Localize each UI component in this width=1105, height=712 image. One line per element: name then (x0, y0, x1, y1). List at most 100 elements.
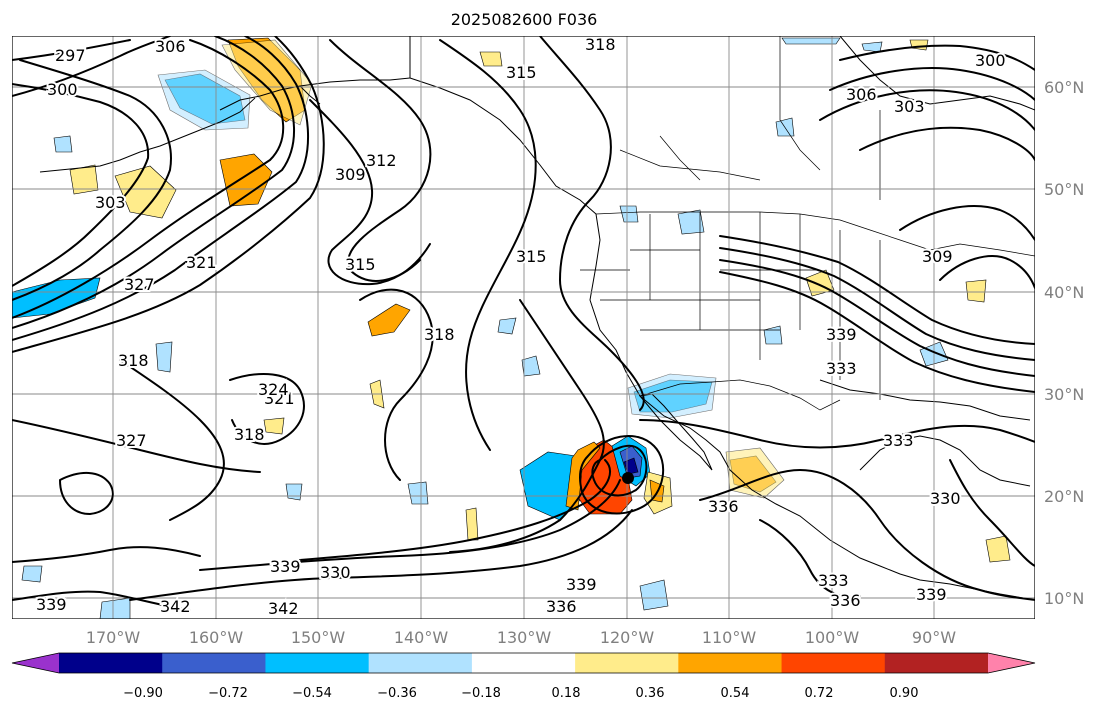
contour-line (59, 472, 114, 515)
shade-blob (465, 507, 479, 541)
contour-line (329, 39, 432, 282)
contour-label: 297 (55, 46, 86, 65)
contour-line (719, 271, 1035, 393)
contour-line (829, 67, 1035, 101)
shade-blob (99, 597, 131, 619)
contour-line (819, 89, 1035, 131)
contour-label: 309 (922, 247, 953, 266)
colorbar-tick-label: −0.36 (377, 686, 417, 701)
lon-label: 110°W (702, 628, 757, 647)
contour-label: 318 (118, 351, 149, 370)
contour-line (839, 44, 1035, 71)
contour-label: 318 (424, 325, 455, 344)
contour-label: 306 (155, 37, 186, 56)
contour-label: 300 (47, 80, 78, 99)
contour-line (939, 255, 1035, 289)
colorbar-tick-label: −0.54 (292, 686, 332, 701)
lat-label: 50°N (1044, 180, 1084, 199)
shade-blob (155, 341, 173, 373)
shade-blob (763, 325, 783, 345)
contour-label: 321 (264, 389, 295, 408)
contour-line (439, 39, 537, 451)
shade-blob (965, 279, 987, 303)
coastline-baja (639, 393, 713, 471)
contour-label: 303 (894, 97, 925, 116)
graticule (12, 36, 1035, 619)
contour-line (119, 359, 225, 521)
shade-blob (677, 209, 705, 235)
contour-line (579, 434, 664, 515)
contour-line (12, 39, 285, 319)
lat-label: 10°N (1044, 589, 1084, 608)
contour-line (12, 36, 325, 353)
contour-line (12, 36, 171, 97)
shade-blob (69, 164, 99, 195)
contour-label: 318 (234, 425, 265, 444)
contour-label: 342 (268, 599, 299, 618)
colorbar-segment (678, 653, 783, 673)
contour-line (591, 444, 648, 497)
contour-label: 330 (320, 563, 351, 582)
shade-blob (497, 317, 517, 335)
lon-label: 160°W (189, 628, 244, 647)
lat-label: 30°N (1044, 385, 1084, 404)
shade-blob (367, 303, 411, 337)
colorbar-tick-label: 0.72 (805, 686, 834, 701)
contour-line (129, 509, 633, 601)
contour-label: 339 (36, 595, 67, 614)
contour-label: 312 (366, 151, 397, 170)
coastline-layer (39, 36, 1035, 601)
contour-label: 333 (883, 431, 914, 450)
colorbar-labels: −0.90 −0.72 −0.54 −0.36 −0.18 0.18 0.36 … (123, 686, 918, 701)
border-us-mexico (639, 379, 841, 411)
colorbar-segment (162, 653, 266, 673)
lon-label: 150°W (291, 628, 346, 647)
contour-line (719, 235, 1035, 345)
contour-label: 336 (546, 597, 577, 616)
colorbar-segment (59, 653, 163, 673)
contour-layer (12, 36, 1035, 611)
contour-line (899, 205, 1035, 241)
colorbar-extend-low (12, 653, 59, 673)
contour-line (12, 39, 131, 61)
contour-label: 339 (916, 585, 947, 604)
border-states (580, 36, 881, 400)
contour-line (12, 59, 172, 301)
contour-line (359, 288, 434, 481)
lon-label: 90°W (912, 628, 956, 647)
contour-line (12, 546, 201, 563)
contour-label: 333 (826, 359, 857, 378)
colorbar-segment (884, 653, 989, 673)
colorbar-tick-label: −0.90 (123, 686, 163, 701)
contour-label: 315 (506, 63, 537, 82)
contour-line (859, 126, 1035, 161)
contour-line (699, 469, 1035, 601)
contour-label: 309 (335, 165, 366, 184)
coastline-hudson (839, 36, 1035, 111)
shade-blob (21, 565, 43, 583)
shade-blob (479, 51, 503, 67)
colorbar-tick-label: 0.54 (721, 686, 750, 701)
contour-line (12, 36, 310, 341)
colorbar-tick-label: −0.18 (461, 686, 501, 701)
contour-label: 333 (818, 571, 849, 590)
contour-line (719, 259, 1035, 377)
contour-line (639, 419, 1035, 449)
contour-label: 339 (826, 325, 857, 344)
shade-blob (639, 579, 669, 611)
colorbar (11, 652, 1036, 674)
border-us-canada (595, 211, 1035, 257)
shade-blob (985, 535, 1011, 563)
shade-blob (285, 483, 303, 501)
colorbar-segment (368, 653, 473, 673)
contour-label: 327 (116, 431, 147, 450)
contour-labels: 297 300 300 303 306 309 312 315 315 315 … (34, 36, 1008, 619)
contour-line (299, 459, 611, 561)
colorbar-tick-label: 0.90 (890, 686, 919, 701)
storm-center (622, 472, 634, 484)
colorbar-segment (575, 653, 679, 673)
lat-labels: 60°N 50°N 40°N 30°N 20°N 10°N (1044, 78, 1084, 608)
contour-label: 324 (258, 380, 289, 399)
lon-label: 140°W (394, 628, 449, 647)
